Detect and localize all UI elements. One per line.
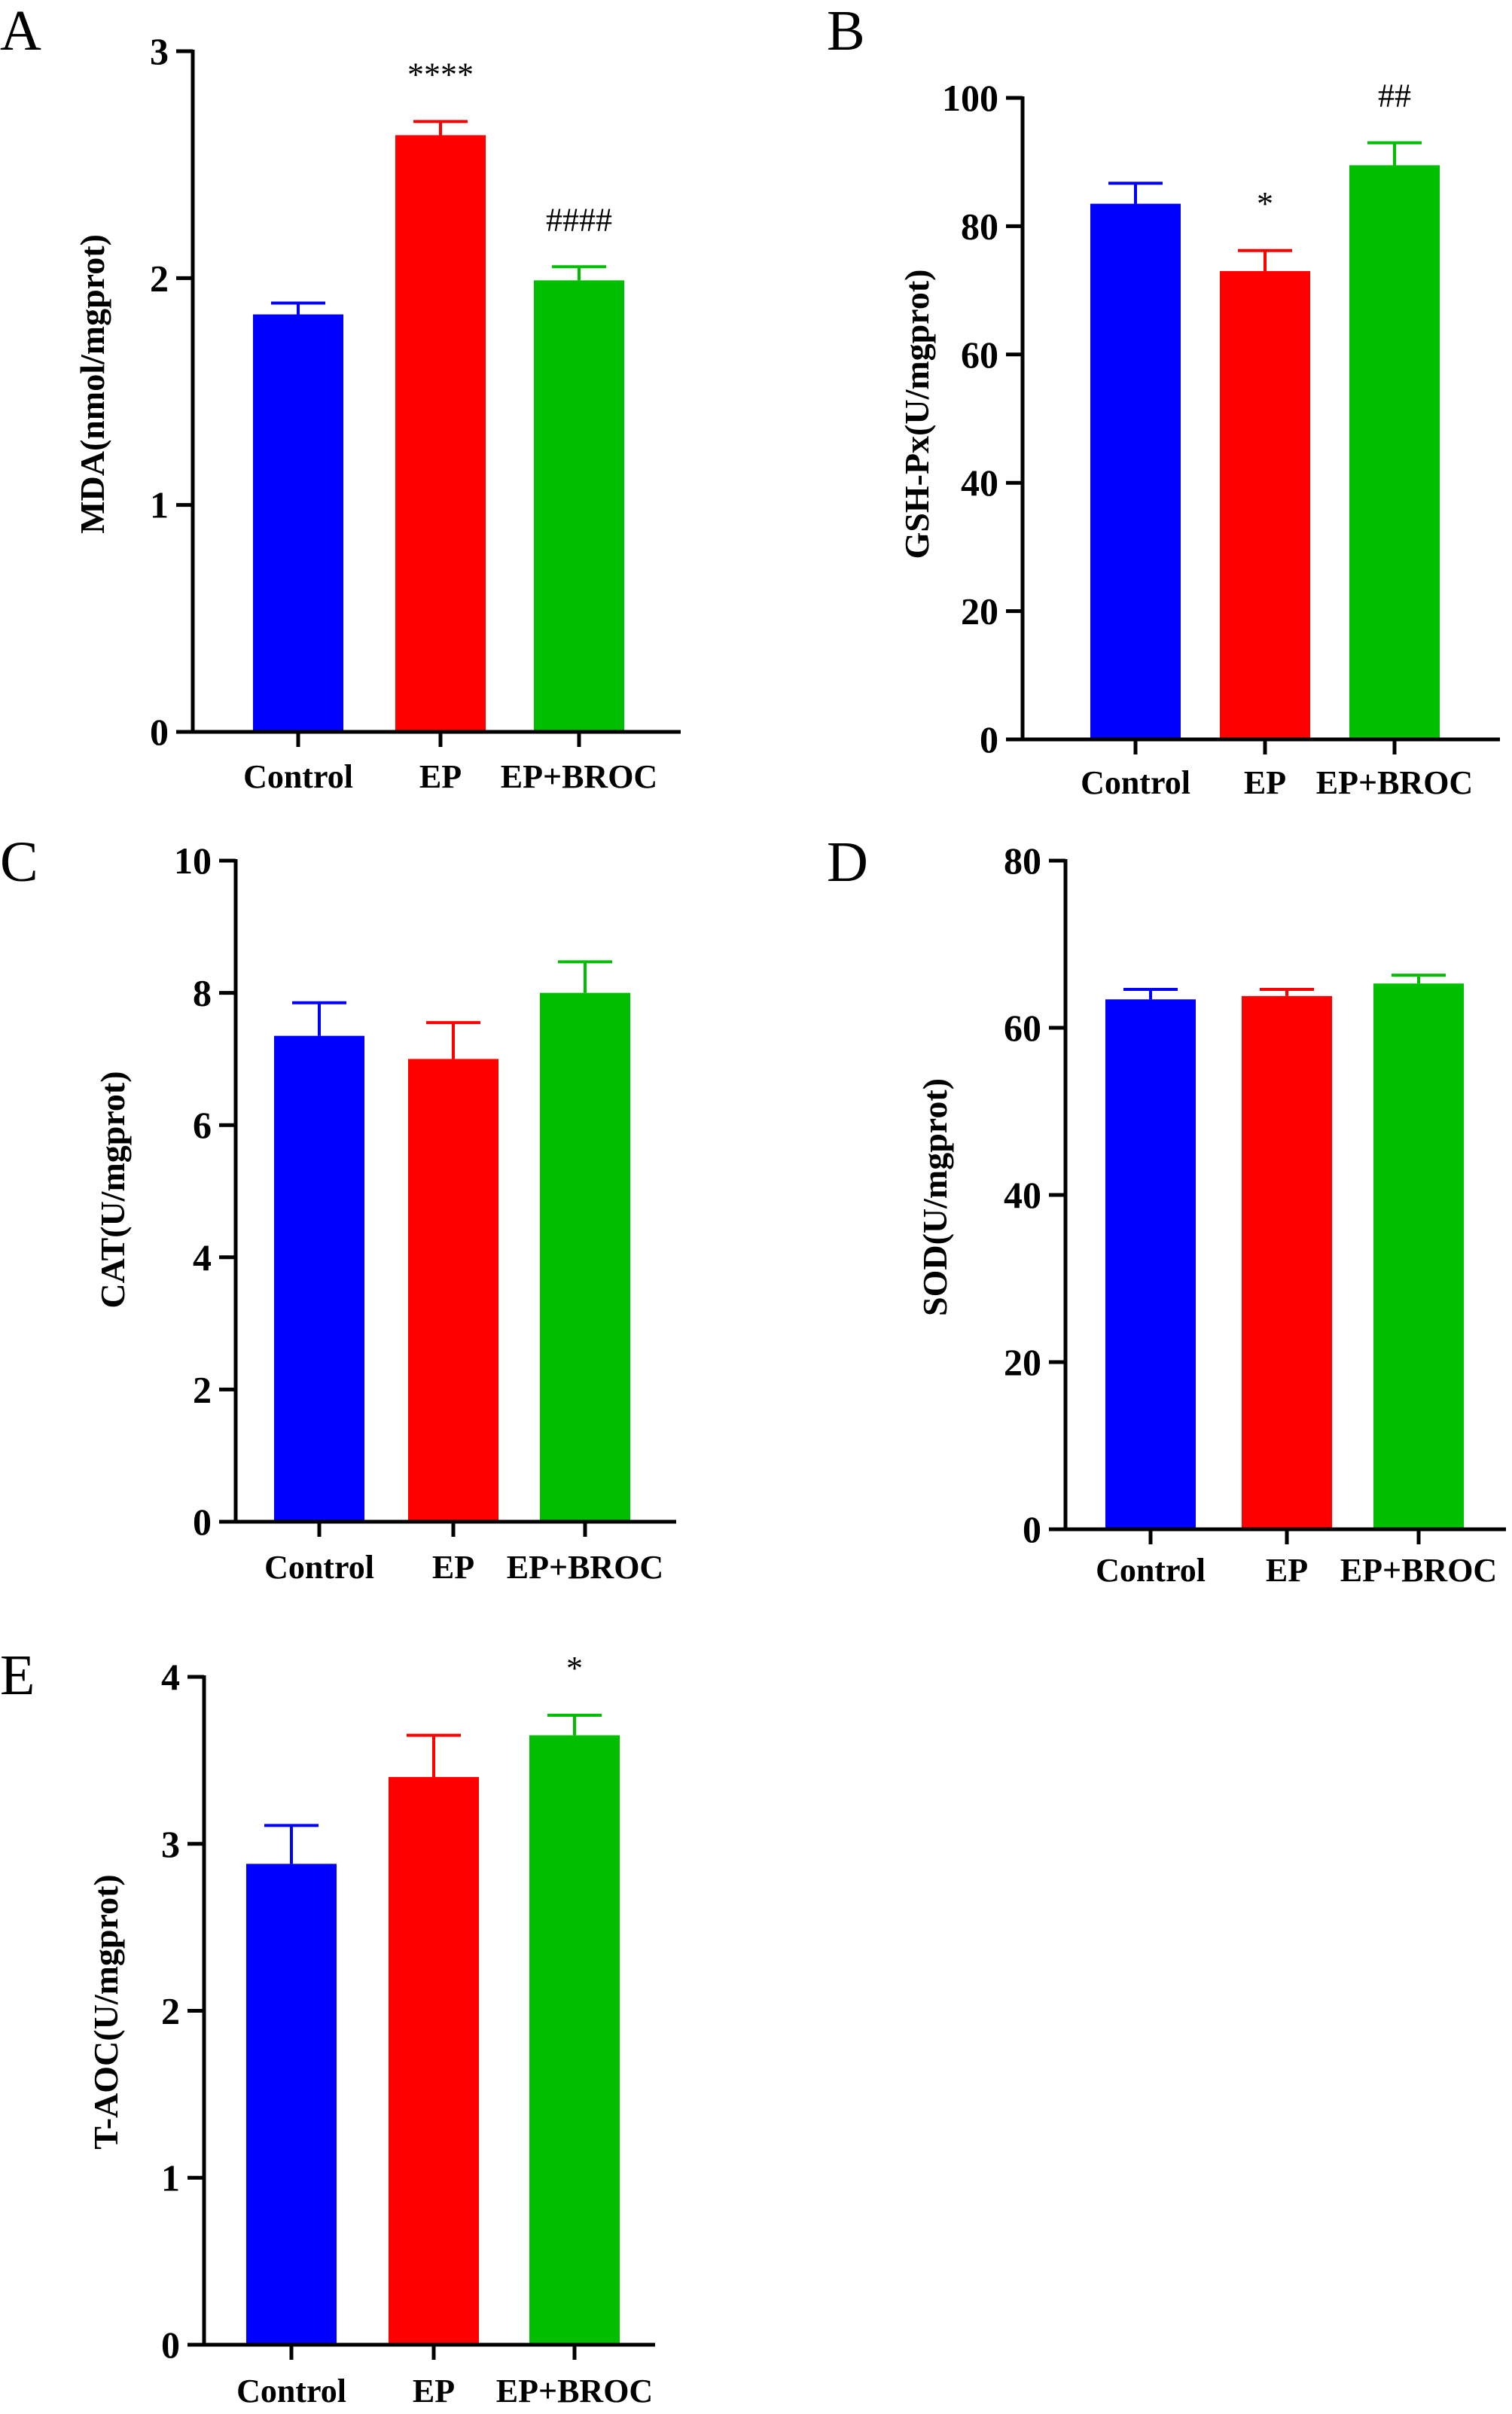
panel-b: B * ## 0 20 40 60 80 100 Control EP EP+BROC GSH-Px(… [827, 0, 1500, 801]
panel-b-bar-1 [1220, 271, 1310, 739]
panel-b-y-axis-title: GSH-Px(U/mgprot) [898, 269, 936, 559]
panel-a-significance-2: #### [546, 201, 612, 238]
panel-e-bar-1 [389, 1777, 479, 2345]
panel-b-category-label-1: EP [1244, 764, 1286, 801]
panel-e-y-axis-title: T-AOC(U/mgprot) [87, 1874, 125, 2149]
panel-c-bar-2 [540, 992, 630, 1522]
panel-a-y-axis-title: MDA(nmol/mgprot) [73, 234, 111, 534]
panel-e-chart: * 0 1 2 3 4 Control EP EP+BROC T-AOC(U/mgprot) [87, 1650, 655, 2409]
panel-b-y-tick-label-0: 0 [980, 718, 998, 760]
panel-b-y-tick-label-4: 80 [961, 205, 998, 247]
panel-e-bar-0 [246, 1864, 337, 2345]
panel-c: C 0 2 4 6 8 10 Control EP EP+BROC CAT(U/mgprot) [0, 831, 676, 1586]
panel-d-y-axis-title: SOD(U/mgprot) [916, 1078, 954, 1316]
panel-e-category-label-1: EP [413, 2373, 455, 2409]
panel-c-category-label-0: Control [264, 1549, 374, 1586]
panel-a-category-label-0: Control [243, 758, 353, 795]
panel-e-y-tick-label-4: 4 [161, 1656, 180, 1698]
panel-d-y-tick-label-3: 60 [1004, 1007, 1041, 1049]
panel-c-letter: C [0, 831, 38, 894]
panel-a-category-label-1: EP [419, 758, 462, 795]
panel-e-y-tick-label-0: 0 [161, 2324, 180, 2366]
panel-d: D 0 20 40 60 80 Control EP EP+BROC SOD(U/mgprot) [827, 831, 1506, 1589]
panel-b-y-tick-label-1: 20 [961, 590, 998, 632]
panel-c-y-axis-title: CAT(U/mgprot) [93, 1071, 132, 1308]
panel-d-category-label-2: EP+BROC [1340, 1552, 1497, 1589]
panel-b-bar-2 [1349, 165, 1440, 739]
panel-c-bar-0 [274, 1035, 364, 1522]
panel-d-y-tick-label-0: 0 [1023, 1508, 1041, 1550]
panel-d-letter: D [827, 831, 868, 894]
panel-a-letter: A [0, 0, 41, 62]
panel-e-y-tick-label-3: 3 [161, 1823, 180, 1865]
panel-c-y-tick-label-4: 8 [193, 972, 212, 1014]
panel-b-significance-2: ## [1378, 78, 1411, 114]
panel-c-chart: 0 2 4 6 8 10 Control EP EP+BROC CAT(U/mgprot) [93, 840, 676, 1586]
panel-e: E * 0 1 2 3 4 Control EP EP+BROC T-AOC(U/mgprot) [0, 1644, 655, 2409]
panel-e-significance-2: * [566, 1650, 583, 1687]
panel-e-category-label-2: EP+BROC [496, 2373, 653, 2409]
panel-c-y-tick-label-0: 0 [193, 1501, 212, 1543]
panel-e-y-tick-label-2: 2 [161, 1990, 180, 2032]
panel-c-y-tick-label-3: 6 [193, 1104, 212, 1146]
panel-d-bar-2 [1373, 983, 1464, 1529]
panel-c-y-tick-label-1: 2 [193, 1368, 212, 1410]
panel-e-letter: E [0, 1644, 35, 1707]
panel-a-bar-0 [253, 314, 343, 733]
panel-c-y-tick-label-2: 4 [193, 1236, 212, 1279]
panel-b-category-label-2: EP+BROC [1316, 764, 1473, 801]
panel-b-y-tick-label-3: 60 [961, 334, 998, 376]
panel-d-y-tick-label-1: 20 [1004, 1341, 1041, 1383]
panel-a-chart: **** #### 0 1 2 3 Control EP EP+BROC MDA(nmol/mgp… [73, 30, 681, 795]
panel-d-category-label-1: EP [1266, 1552, 1308, 1589]
panel-c-y-tick-label-5: 10 [174, 840, 212, 882]
panel-b-bar-0 [1090, 203, 1181, 740]
panel-a: A **** #### 0 1 2 3 Control EP EP+BROC MDA(nmol/m… [0, 0, 681, 795]
panel-b-significance-1: * [1257, 185, 1273, 222]
panel-d-y-tick-label-2: 40 [1004, 1174, 1041, 1216]
panel-c-category-label-2: EP+BROC [507, 1549, 663, 1586]
panel-a-y-tick-label-1: 1 [150, 484, 169, 526]
panel-d-bar-0 [1105, 999, 1196, 1529]
panel-d-y-tick-label-4: 80 [1004, 840, 1041, 882]
panel-c-category-label-1: EP [432, 1549, 474, 1586]
panel-b-category-label-0: Control [1081, 764, 1190, 801]
panel-a-category-label-2: EP+BROC [501, 758, 657, 795]
panel-e-y-tick-label-1: 1 [161, 2156, 180, 2199]
panel-d-chart: 0 20 40 60 80 Control EP EP+BROC SOD(U/mgprot) [916, 840, 1506, 1589]
panel-a-bar-2 [534, 280, 624, 732]
panel-c-bar-1 [408, 1059, 498, 1522]
panel-a-y-tick-label-3: 3 [150, 30, 169, 72]
panel-a-bar-1 [395, 135, 486, 732]
panel-a-y-tick-label-0: 0 [150, 711, 169, 753]
panel-b-letter: B [827, 0, 865, 62]
panel-d-category-label-0: Control [1096, 1552, 1206, 1589]
panel-b-y-tick-label-5: 100 [942, 77, 998, 119]
panel-e-bar-2 [529, 1735, 620, 2345]
panel-b-y-tick-label-2: 40 [961, 462, 998, 504]
panel-a-y-tick-label-2: 2 [150, 257, 169, 299]
panel-d-bar-1 [1242, 995, 1332, 1529]
panel-e-category-label-0: Control [236, 2373, 346, 2409]
panel-a-significance-1: **** [407, 56, 474, 93]
panel-b-chart: * ## 0 20 40 60 80 100 Control EP EP+BROC GSH-Px(U/… [898, 77, 1500, 801]
